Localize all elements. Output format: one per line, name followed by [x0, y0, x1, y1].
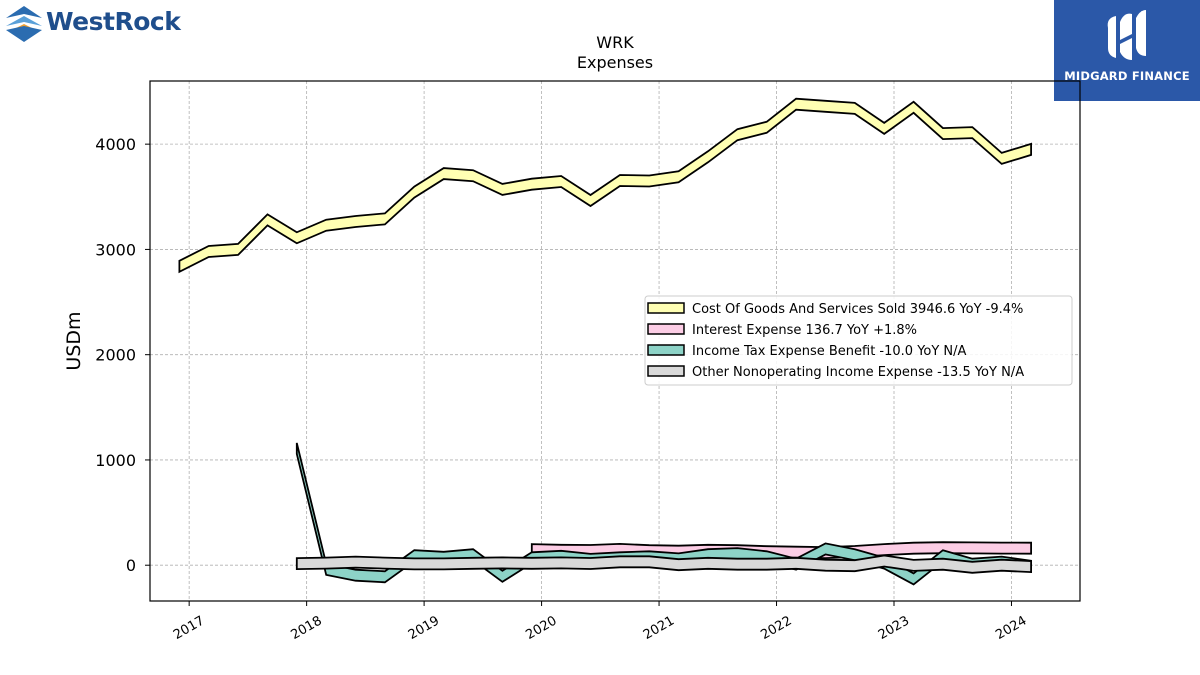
chart-title: WRK	[596, 33, 634, 52]
x-tick-label: 2021	[641, 613, 677, 643]
y-axis-label: USDm	[63, 311, 85, 370]
x-tick-label: 2018	[288, 613, 324, 643]
legend-label-2: Income Tax Expense Benefit -10.0 YoY N/A	[692, 344, 967, 359]
westrock-logo: WestRock	[4, 4, 194, 44]
westrock-emblem-icon	[6, 6, 42, 42]
legend: Cost Of Goods And Services Sold 3946.6 Y…	[644, 295, 1073, 386]
x-tick-label: 2019	[406, 613, 442, 643]
y-tick-label: 0	[126, 556, 136, 575]
series-3-line	[295, 554, 1032, 574]
x-tick-label: 2023	[876, 613, 912, 643]
legend-label-1: Interest Expense 136.7 YoY +1.8%	[692, 323, 917, 338]
x-tick-label: 2024	[993, 613, 1029, 643]
chart-subtitle: Expenses	[577, 53, 653, 72]
midgard-emblem-icon	[1107, 10, 1146, 60]
legend-label-3: Other Nonoperating Income Expense -13.5 …	[692, 365, 1024, 380]
legend-swatch-3	[647, 365, 685, 377]
y-tick-label: 2000	[95, 346, 136, 365]
series-layer	[178, 97, 1032, 586]
y-tick-label: 1000	[95, 451, 136, 470]
x-tick-label: 2020	[523, 613, 559, 643]
legend-swatch-1	[647, 323, 685, 335]
legend-box	[644, 295, 1073, 386]
midgard-finance-logo: MIDGARD FINANCE	[1054, 0, 1200, 101]
legend-swatch-2	[647, 344, 685, 356]
legend-label-0: Cost Of Goods And Services Sold 3946.6 Y…	[692, 302, 1023, 317]
westrock-logo-text: WestRock	[46, 7, 181, 36]
x-tick-label: 2022	[758, 613, 794, 643]
legend-swatch-0	[647, 302, 685, 314]
plot-frame	[149, 80, 1081, 602]
y-tick-label: 4000	[95, 135, 136, 154]
midgard-logo-text: MIDGARD FINANCE	[1064, 69, 1190, 83]
x-tick-label: 2017	[171, 613, 207, 643]
series-0-line	[178, 97, 1032, 274]
y-tick-label: 3000	[95, 240, 136, 259]
